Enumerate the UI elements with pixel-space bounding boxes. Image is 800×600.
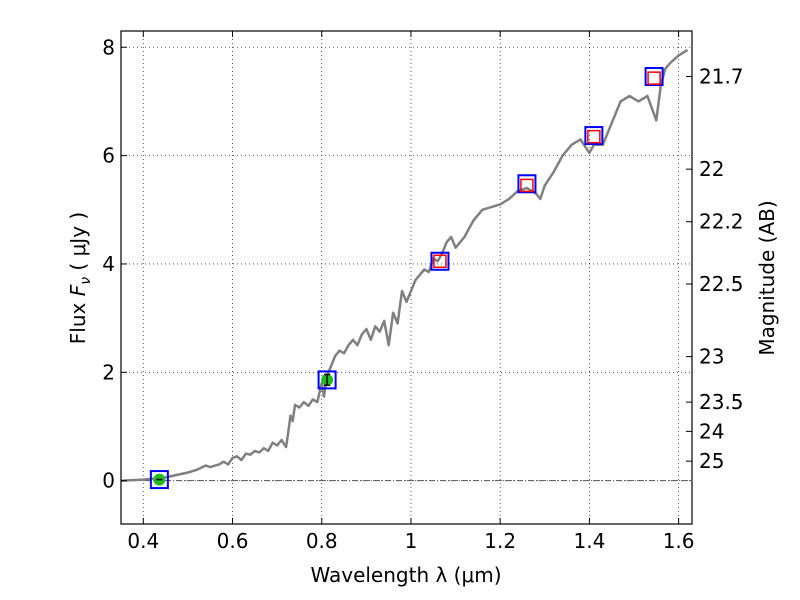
right-tick-label: 22.5 [699,272,744,296]
right-tick-label: 21.7 [699,65,744,89]
x-axis-title: Wavelength λ (μm) [310,563,501,587]
right-tick-label: 24 [699,419,724,443]
model-flux-marker [644,67,664,87]
upper-limit-marker [647,71,661,85]
right-axis-title: Magnitude (AB) [755,200,779,355]
series-line [120,48,689,482]
photometry-points [149,67,664,490]
right-tick-label: 22.2 [699,210,744,234]
x-tick-label: 0.8 [306,529,338,553]
upper-limit-marker [587,129,601,144]
x-tick-label: 1.4 [573,529,605,553]
right-tick-label: 25 [699,449,724,473]
x-tick-label: 0.4 [127,529,159,553]
upper-limit-marker [520,178,534,193]
plot-frame [120,30,693,525]
right-tick-label: 23.5 [699,390,744,414]
y-tick-label: 2 [102,360,115,384]
x-tick-label: 0.6 [217,529,249,553]
model-sed-series [120,48,689,482]
x-tick-label: 1 [405,529,418,553]
grid-lines [121,31,692,524]
axis-ticks: 0.4 0.6 0.8 1 1.2 1.4 1.60246821.72222.222.523… [102,31,744,553]
y-tick-label: 8 [102,35,115,59]
right-tick-label: 22 [699,157,724,181]
model-flux-marker [430,251,450,271]
x-tick-label: 1.2 [484,529,516,553]
y-tick-label: 6 [102,144,115,168]
model-flux-marker [517,174,537,194]
upper-limit-marker [433,254,447,268]
model-flux-marker [317,370,337,390]
x-tick-label: 1.6 [663,529,695,553]
y-tick-label: 0 [102,469,115,493]
model-flux-marker [584,126,604,146]
y-axis-title: Flux Fν ( μJy ) [66,212,94,344]
model-flux-marker [149,470,169,490]
y-tick-label: 4 [102,252,115,276]
right-tick-label: 23 [699,345,724,369]
